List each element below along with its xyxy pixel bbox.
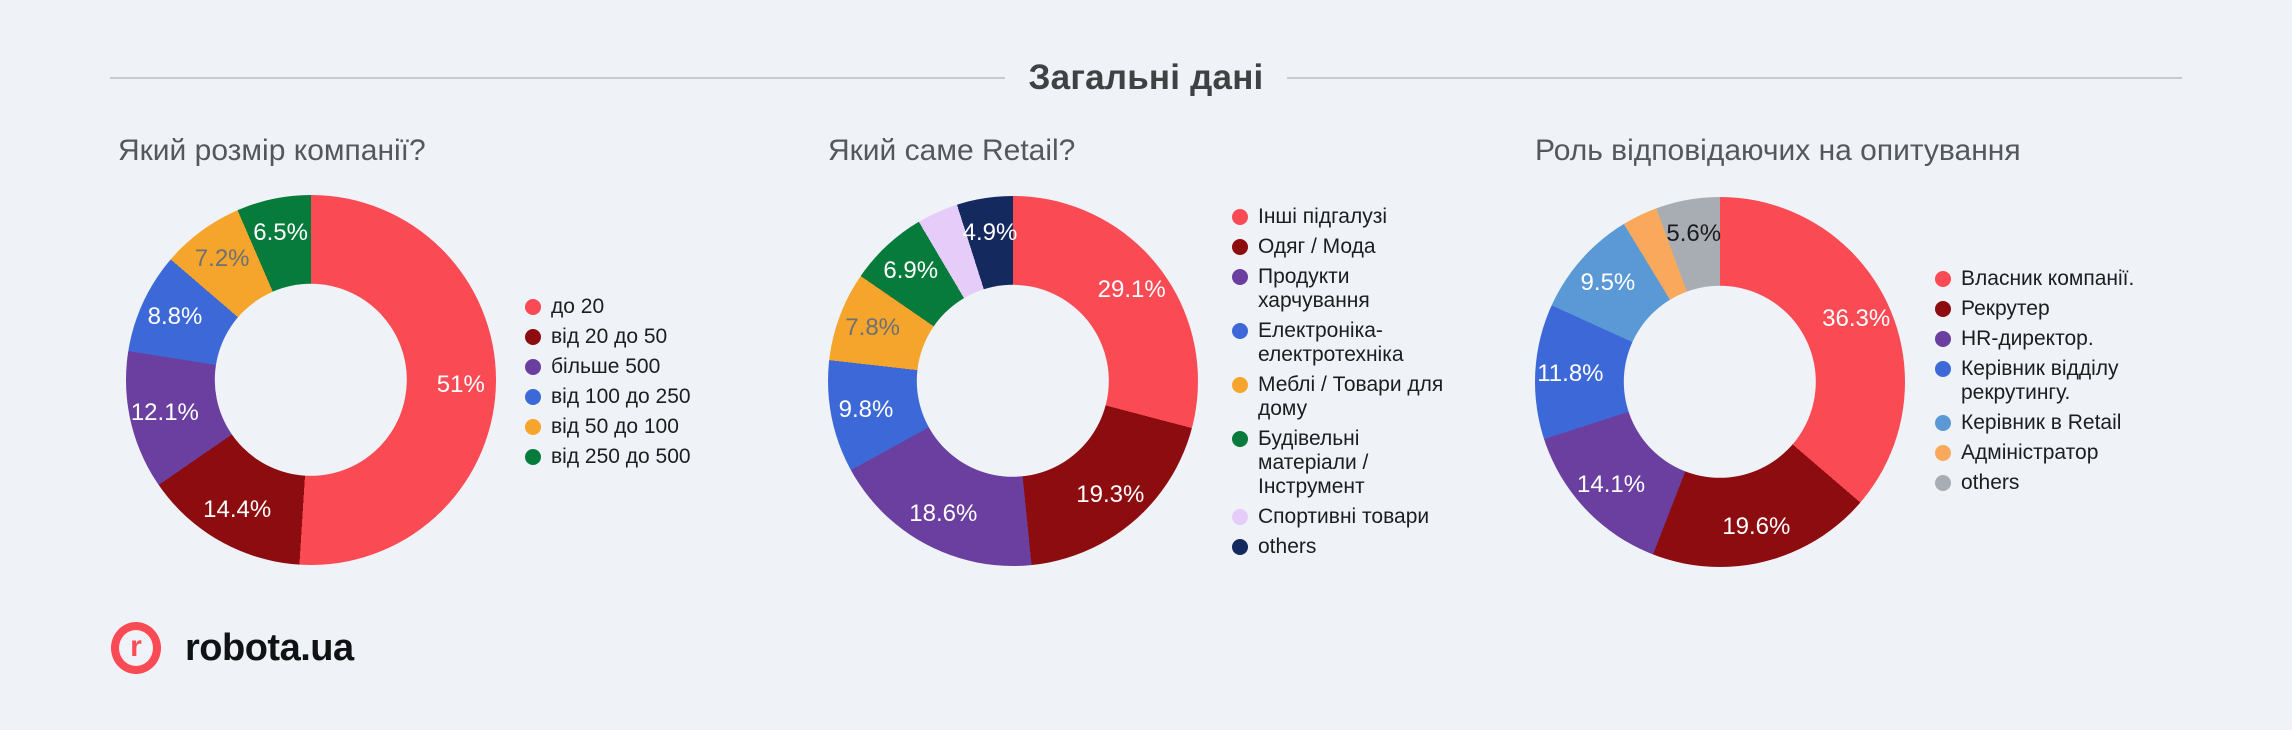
legend-swatch [525, 299, 541, 315]
legend-item: від 250 до 500 [525, 445, 691, 469]
slice-label: 7.2% [194, 245, 250, 273]
legend-item: до 20 [525, 295, 691, 319]
legend-label: Меблі / Товари для дому [1258, 373, 1444, 420]
legend-item: Інші підгалузі [1232, 205, 1446, 229]
legend-swatch [525, 449, 541, 465]
legend-swatch [1232, 269, 1248, 285]
legend-item: Власник компанії. [1935, 267, 2149, 291]
legend-item: Будівельні матеріали / Інструмент [1232, 427, 1446, 499]
legend-swatch [1935, 331, 1951, 347]
legend-item: від 100 до 250 [525, 385, 691, 409]
legend-label: others [1961, 471, 2020, 494]
legend-item: від 50 до 100 [525, 415, 691, 439]
page-title: Загальні дані [1028, 58, 1264, 97]
legend-swatch [525, 359, 541, 375]
legend-item: HR-директор. [1935, 327, 2149, 351]
legend-label: до 20 [551, 295, 605, 318]
legend-item: Електроніка-електротехніка [1232, 319, 1446, 367]
slice-label: 9.8% [838, 396, 894, 423]
slice-label: 36.3% [1822, 305, 1891, 333]
legend-swatch [1232, 323, 1248, 339]
legend-label: від 50 до 100 [551, 415, 679, 438]
slice-label: 5.6% [1666, 220, 1722, 248]
legend-swatch [1232, 431, 1248, 447]
legend-label: від 20 до 50 [551, 325, 668, 348]
slice-label: 11.8% [1537, 359, 1604, 387]
legend-item: Керівник відділу рекрутингу. [1935, 357, 2149, 405]
logo-text: robota.ua [185, 626, 354, 669]
legend-item: Рекрутер [1935, 297, 2149, 321]
slice-label: 6.5% [253, 219, 308, 247]
legend-label: others [1258, 535, 1317, 558]
legend-swatch [1232, 377, 1248, 393]
header: Загальні дані [110, 58, 2183, 98]
legend-label: від 100 до 250 [551, 385, 691, 408]
slice-label: 4.9% [962, 218, 1018, 246]
legend-label: Одяг / Мода [1258, 235, 1376, 258]
slice-label: 14.4% [203, 496, 272, 524]
legend-item: Продукти харчування [1232, 265, 1446, 313]
slice-label: 7.8% [845, 314, 901, 342]
legend-item: Керівник в Retail [1935, 411, 2149, 435]
chart-title: Який саме Retail? [828, 134, 1076, 167]
chart-legend-retail-type: Інші підгалузі Одяг / Мода Продукти харчув… [1232, 202, 1446, 562]
legend-label: Інші підгалузі [1258, 205, 1387, 228]
legend-item: Меблі / Товари для дому [1232, 373, 1446, 421]
slice-label: 6.9% [883, 257, 939, 285]
chart-legend-respondent-role: Власник компанії. Рекрутер HR-директор. Кер… [1935, 264, 2149, 498]
legend-label: Продукти харчування [1258, 265, 1370, 312]
legend-label: більше 500 [551, 355, 661, 378]
legend-label: Рекрутер [1961, 297, 2050, 320]
chart-title: Роль відповідаючих на опитування [1535, 134, 2021, 167]
slice-label: 18.6% [909, 499, 978, 527]
slice-label: 12.1% [130, 399, 199, 427]
legend-label: HR-директор. [1961, 327, 2094, 350]
legend-label: Будівельні матеріали / Інструмент [1258, 427, 1369, 498]
legend-label: Керівник відділу рекрутингу. [1961, 357, 2119, 404]
robota-logo-icon: r [111, 622, 161, 674]
legend-item: Одяг / Мода [1232, 235, 1446, 259]
slice-label: 8.8% [147, 303, 203, 331]
legend-item: більше 500 [525, 355, 691, 379]
donut-chart-retail-type: 29.1% 19.3% 18.6% 9.8% 7.8% 6.9% 4.9% [828, 196, 1198, 566]
legend-item: Спортивні товари [1232, 505, 1446, 529]
legend-label: Електроніка-електротехніка [1258, 319, 1404, 366]
donut-chart-respondent-role: 36.3% 19.6% 14.1% 11.8% 9.5% 5.6% [1535, 197, 1905, 567]
legend-swatch [1935, 475, 1951, 491]
legend-item: Адміністратор [1935, 441, 2149, 465]
legend-swatch [1935, 301, 1951, 317]
legend-swatch [1232, 209, 1248, 225]
legend-swatch [1232, 509, 1248, 525]
legend-swatch [1935, 361, 1951, 377]
legend-label: Власник компанії. [1961, 267, 2135, 290]
slice-label: 19.6% [1722, 513, 1791, 541]
logo: r robota.ua [111, 622, 354, 674]
chart-title: Який розмір компанії? [118, 134, 426, 167]
legend-item: others [1935, 471, 2149, 495]
slice-label: 14.1% [1577, 470, 1646, 498]
legend-swatch [1232, 239, 1248, 255]
legend-label: від 250 до 500 [551, 445, 691, 468]
slice-label: 9.5% [1580, 268, 1636, 296]
legend-swatch [1935, 445, 1951, 461]
chart-legend-company-size: до 20 від 20 до 50 більше 500 від 100 до 25… [525, 292, 691, 472]
legend-item: від 20 до 50 [525, 325, 691, 349]
legend-swatch [1935, 271, 1951, 287]
header-divider-left [110, 77, 1005, 79]
legend-swatch [525, 389, 541, 405]
slice-label: 51% [436, 370, 485, 398]
legend-swatch [525, 329, 541, 345]
legend-label: Адміністратор [1961, 441, 2099, 464]
legend-swatch [1232, 539, 1248, 555]
legend-swatch [1935, 415, 1951, 431]
slice-label: 19.3% [1076, 480, 1145, 508]
legend-swatch [525, 419, 541, 435]
legend-item: others [1232, 535, 1446, 559]
legend-label: Спортивні товари [1258, 505, 1430, 528]
slice-label: 29.1% [1097, 275, 1166, 303]
legend-label: Керівник в Retail [1961, 411, 2122, 434]
header-divider-right [1287, 77, 2183, 79]
donut-chart-company-size: 51% 14.4% 12.1% 8.8% 7.2% 6.5% [126, 195, 496, 565]
